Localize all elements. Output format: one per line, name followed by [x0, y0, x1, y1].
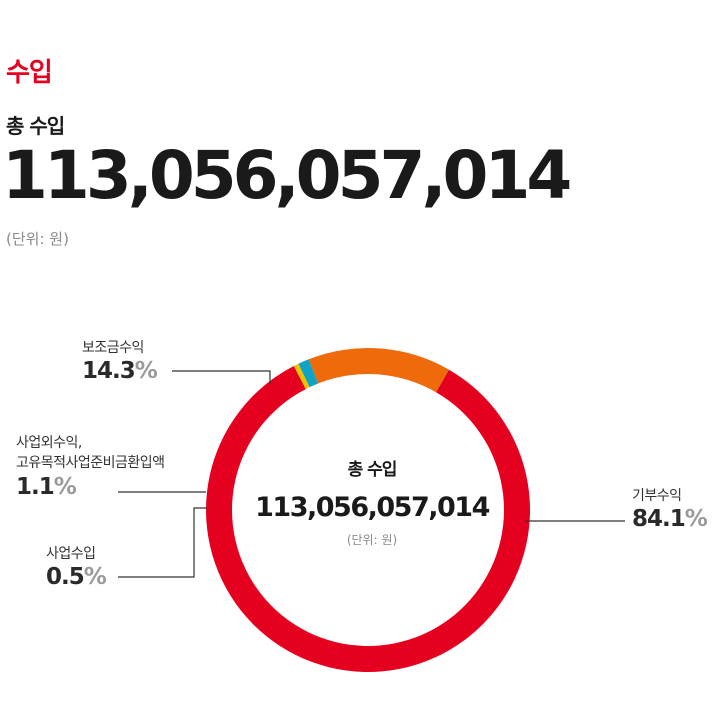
callout-subsidy-name: 보조금수익: [82, 340, 144, 356]
callout-non-operating-name-2: 고유목적사업준비금환입액: [16, 455, 165, 472]
leader-line-subsidy: [172, 370, 271, 384]
callout-business-name: 사업수입: [46, 546, 96, 562]
callout-subsidy-percent: 14.3: [82, 358, 136, 385]
callout-subsidy: 보조금수익 14.3%: [82, 340, 158, 385]
total-revenue-label: 총 수입: [6, 114, 65, 138]
slice-subsidy: [308, 347, 449, 393]
slice-non-operating: [298, 359, 319, 388]
callout-donation: 기부수익 84.1%: [632, 488, 708, 533]
unit-label: (단위: 원): [6, 230, 69, 248]
total-revenue-value: 113,056,057,014: [2, 137, 572, 214]
slice-business: [293, 363, 310, 390]
center-unit: (단위: 원): [346, 533, 398, 547]
callout-donation-name: 기부수익: [632, 488, 682, 504]
section-title: 수입: [6, 58, 53, 88]
callout-donation-percent: 84.1: [632, 506, 686, 533]
callout-non-operating-percent: 1.1: [16, 473, 55, 500]
leader-line-business: [118, 507, 207, 578]
center-label: 총 수입: [347, 460, 398, 480]
callout-business: 사업수입 0.5%: [46, 546, 107, 591]
donut-center: 총 수입 113,056,057,014 (단위: 원): [222, 455, 522, 548]
center-value: 113,056,057,014: [255, 492, 490, 523]
callout-business-percent: 0.5: [46, 564, 85, 591]
callout-non-operating: 사업외수익, 고유목적사업준비금환입액 1.1%: [16, 435, 165, 500]
callout-non-operating-name-1: 사업외수익,: [16, 435, 82, 451]
